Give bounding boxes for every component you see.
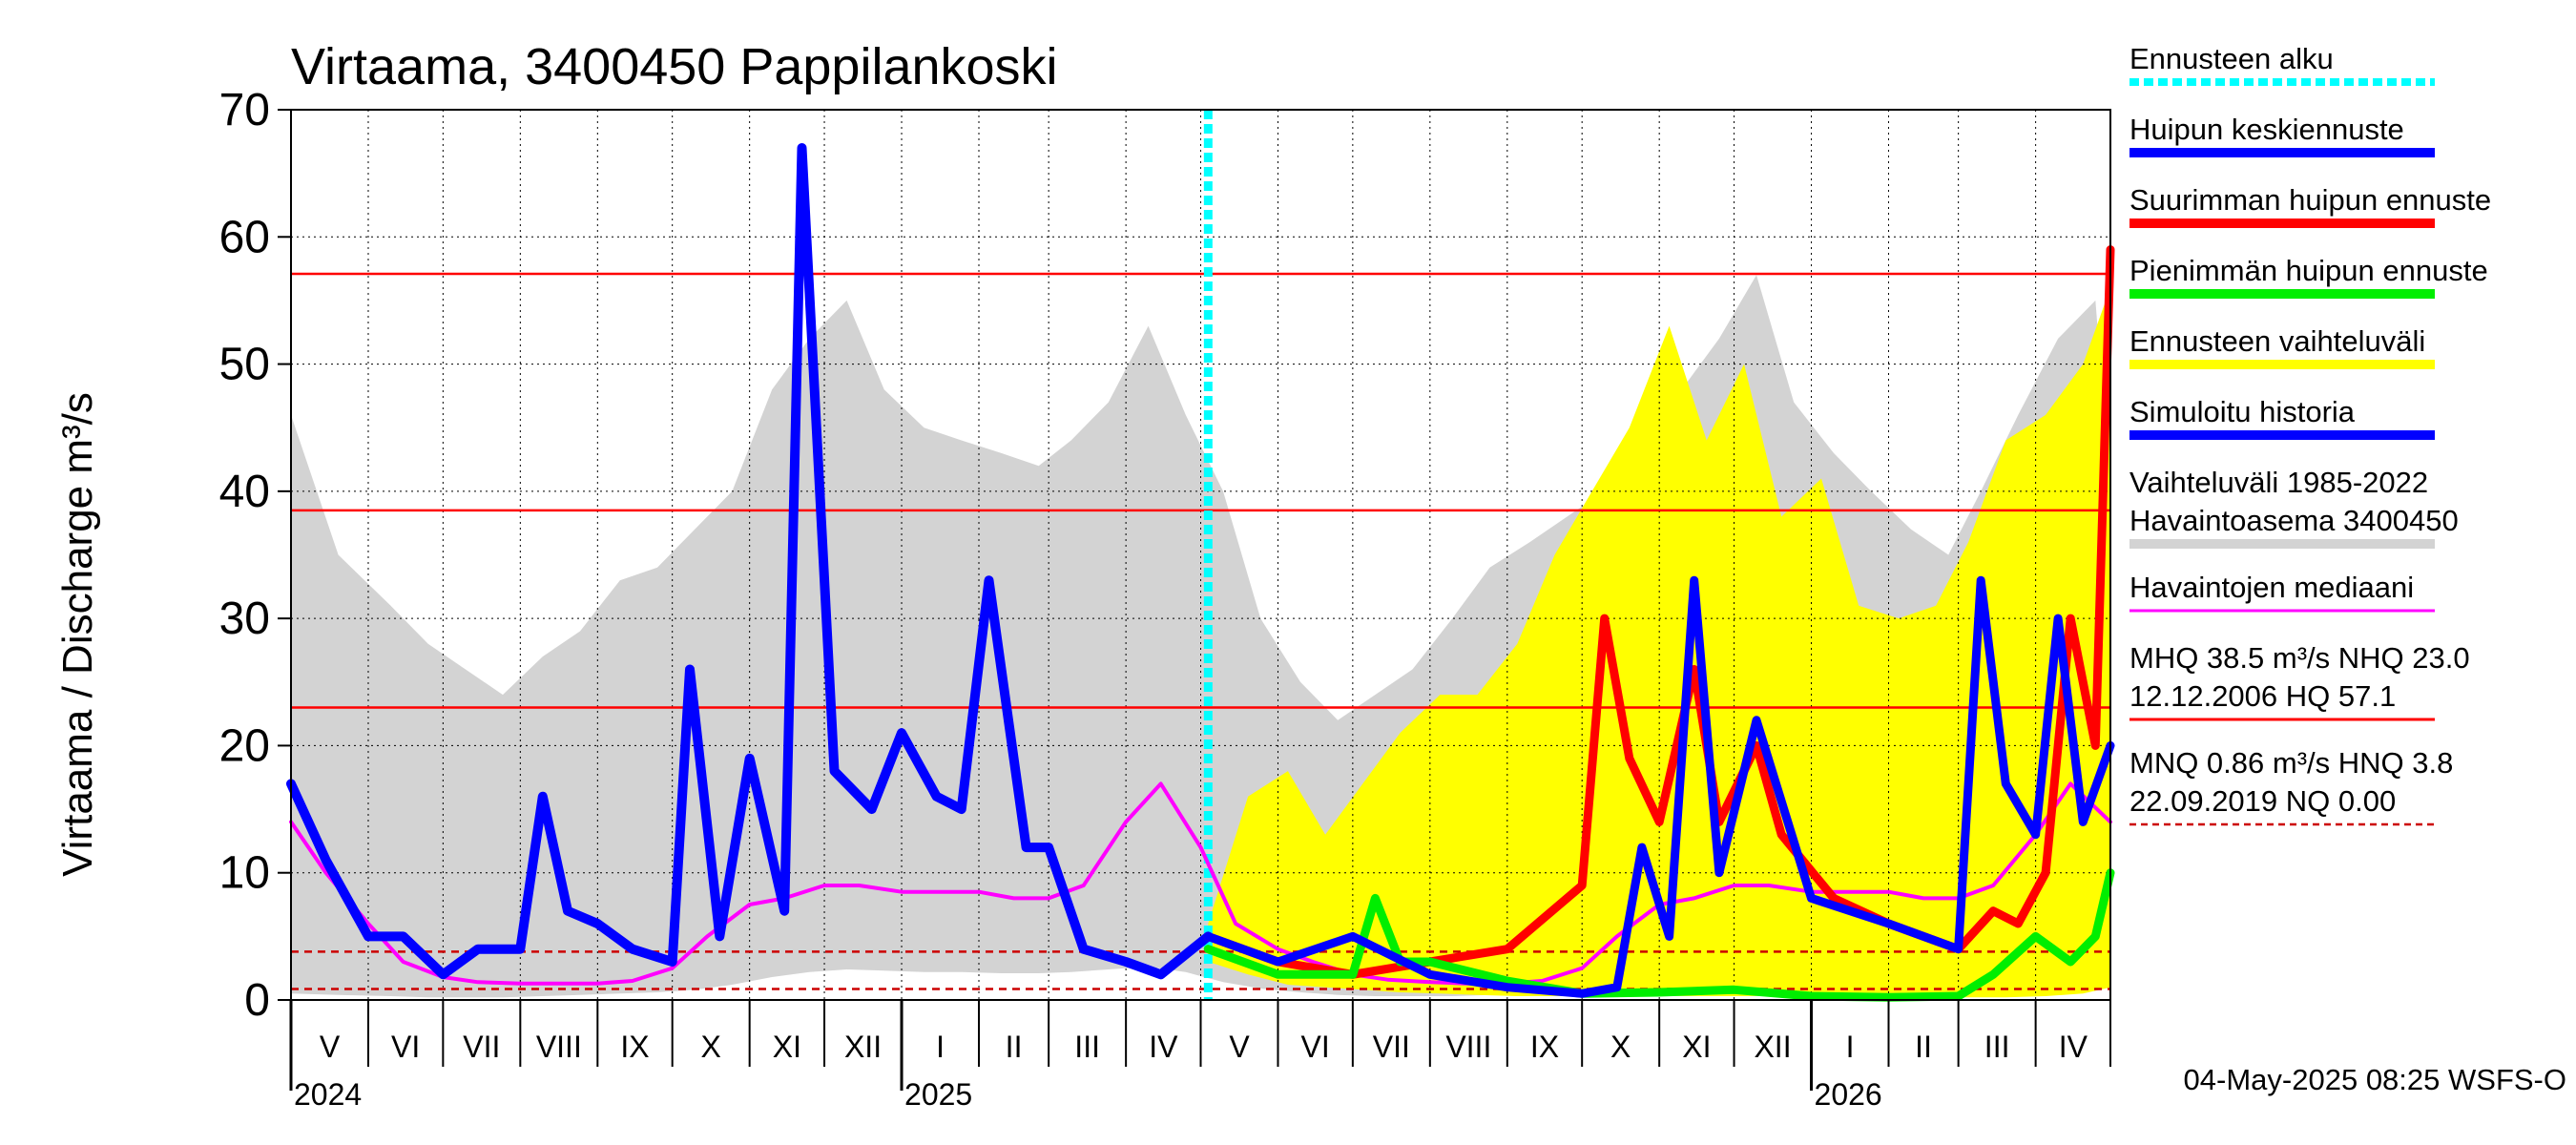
month-label: II <box>1915 1030 1932 1064</box>
month-label: V <box>320 1030 341 1064</box>
line-huipun-keskiennuste <box>1203 575 2115 998</box>
month-label: VI <box>391 1030 420 1064</box>
month-label: II <box>1006 1030 1023 1064</box>
y-tick-label: 30 <box>219 593 270 644</box>
legend-label-2: 12.12.2006 HQ 57.1 <box>2129 679 2396 713</box>
legend-item-simuloitu-historia: Simuloitu historia <box>2129 395 2435 440</box>
y-tick-label: 50 <box>219 340 270 390</box>
month-label: III <box>1074 1030 1100 1064</box>
legend-label-2: Havaintoasema 3400450 <box>2129 504 2459 537</box>
series-lines <box>286 110 2115 1002</box>
month-label: XII <box>844 1030 882 1064</box>
month-label: IX <box>620 1030 649 1064</box>
month-label: XI <box>1682 1030 1711 1064</box>
month-label: X <box>1610 1030 1631 1064</box>
legend-item-ennusteen-alku: Ennusteen alku <box>2129 42 2435 86</box>
legend-label: MHQ 38.5 m³/s NHQ 23.0 <box>2129 641 2470 675</box>
month-label: VII <box>1373 1030 1410 1064</box>
line-pienimm-n-huipun-ennuste <box>1203 868 2115 1002</box>
y-axis-label: Virtaama / Discharge m³/s <box>54 392 101 877</box>
month-label: I <box>936 1030 945 1064</box>
month-label: IV <box>2059 1030 2088 1064</box>
legend-item-ennusteen-vaihteluv-li: Ennusteen vaihteluväli <box>2129 324 2435 369</box>
year-label: 2025 <box>904 1077 972 1112</box>
month-label: V <box>1229 1030 1250 1064</box>
chart-title: Virtaama, 3400450 Pappilankoski <box>291 38 1058 95</box>
legend-label: Ennusteen alku <box>2129 42 2334 75</box>
legend-label: Simuloitu historia <box>2129 395 2356 428</box>
legend-item-vaihteluv-li-1985-2022: Vaihteluväli 1985-2022 Havaintoasema 340… <box>2129 466 2459 549</box>
footer-timestamp: 04-May-2025 08:25 WSFS-O <box>2184 1063 2566 1096</box>
reference-lines <box>291 272 2110 990</box>
y-tick-label: 70 <box>219 85 270 135</box>
legend-item-suurimman-huipun-ennuste: Suurimman huipun ennuste <box>2129 183 2491 228</box>
legend-label: Huipun keskiennuste <box>2129 113 2404 146</box>
month-label: IV <box>1149 1030 1178 1064</box>
month-label: III <box>1984 1030 2010 1064</box>
legend: Ennusteen alku Huipun keskiennuste Suurimm… <box>2129 42 2491 826</box>
month-label: XII <box>1754 1030 1791 1064</box>
month-label: VIII <box>536 1030 582 1064</box>
legend-item-mhq-38-5-m-s-nhq-23-0: MHQ 38.5 m³/s NHQ 23.0 12.12.2006 HQ 57.1 <box>2129 641 2470 721</box>
month-label: VI <box>1301 1030 1330 1064</box>
month-label: I <box>1846 1030 1855 1064</box>
legend-label: Vaihteluväli 1985-2022 <box>2129 466 2428 499</box>
y-tick-label: 20 <box>219 720 270 771</box>
y-tick-label: 60 <box>219 212 270 262</box>
legend-item-pienimm-n-huipun-ennuste: Pienimmän huipun ennuste <box>2129 254 2488 299</box>
legend-label: Suurimman huipun ennuste <box>2129 183 2491 217</box>
month-label: XI <box>773 1030 801 1064</box>
month-label: VII <box>463 1030 500 1064</box>
legend-item-huipun-keskiennuste: Huipun keskiennuste <box>2129 113 2435 157</box>
y-tick-label: 10 <box>219 848 270 899</box>
legend-label: Havaintojen mediaani <box>2129 571 2414 604</box>
year-label: 2024 <box>294 1077 362 1112</box>
legend-label-2: 22.09.2019 NQ 0.00 <box>2129 784 2396 818</box>
year-label: 2026 <box>1815 1077 1882 1112</box>
y-tick-label: 0 <box>244 975 270 1026</box>
legend-item-mnq-0-86-m-s-hnq-3-8: MNQ 0.86 m³/s HNQ 3.8 22.09.2019 NQ 0.00 <box>2129 746 2453 826</box>
legend-item-havaintojen-mediaani: Havaintojen mediaani <box>2129 571 2435 613</box>
month-label: IX <box>1530 1030 1559 1064</box>
month-label: X <box>701 1030 721 1064</box>
legend-label: Ennusteen vaihteluväli <box>2129 324 2425 358</box>
month-label: VIII <box>1445 1030 1491 1064</box>
y-tick-label: 40 <box>219 467 270 517</box>
line-simuloitu-historia <box>286 143 1214 980</box>
legend-label: MNQ 0.86 m³/s HNQ 3.8 <box>2129 746 2453 780</box>
legend-label: Pienimmän huipun ennuste <box>2129 254 2488 287</box>
